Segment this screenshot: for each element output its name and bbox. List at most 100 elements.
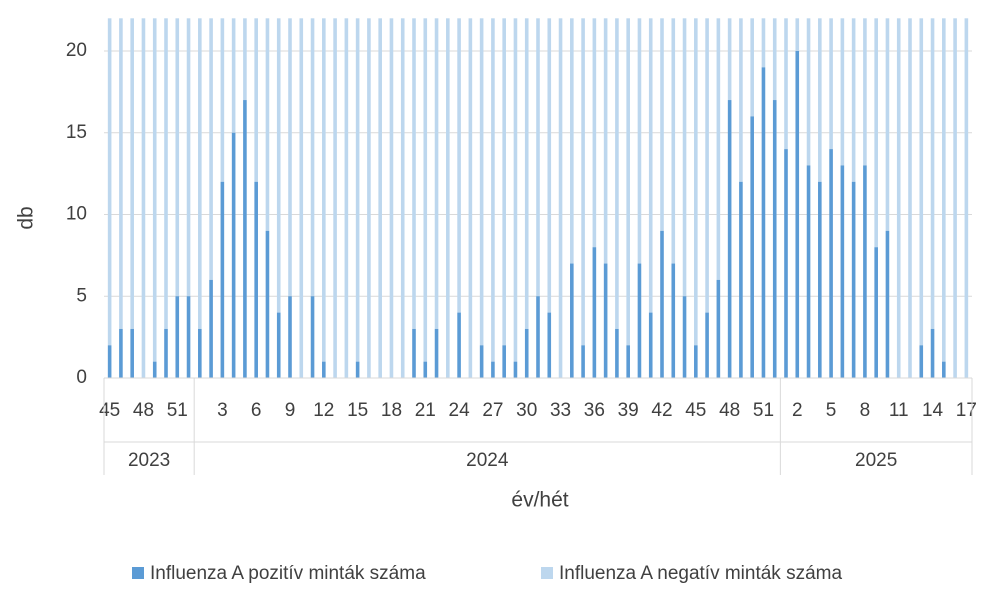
- bar-negative: [423, 18, 428, 362]
- bar-positive: [784, 149, 788, 378]
- bar-positive: [727, 100, 732, 379]
- x-tick-label: 27: [482, 400, 503, 421]
- bar-negative: [570, 18, 574, 264]
- bar-negative: [942, 18, 946, 362]
- bar-negative: [547, 18, 552, 313]
- bar-negative: [152, 18, 157, 362]
- bar-positive: [479, 345, 484, 378]
- bar-positive: [288, 296, 292, 378]
- bar-negative: [750, 18, 754, 117]
- bar-positive: [434, 328, 439, 378]
- bar-negative: [829, 18, 833, 150]
- bar-negative: [615, 18, 619, 329]
- bar-negative: [209, 18, 213, 280]
- bar-positive: [795, 51, 800, 378]
- bar-positive: [592, 247, 597, 378]
- legend: Influenza A pozitív minták száma Influen…: [132, 563, 842, 584]
- bar-negative: [818, 18, 822, 182]
- bar-positive: [276, 312, 281, 378]
- bar-positive: [739, 181, 743, 378]
- bar-negative: [322, 18, 326, 362]
- bar-positive: [243, 100, 247, 379]
- positive-series-bars: [107, 51, 946, 379]
- bar-positive: [648, 312, 653, 378]
- bar-negative: [558, 18, 563, 379]
- bar-negative: [333, 18, 337, 379]
- bar-positive: [660, 230, 664, 378]
- bar-negative: [524, 18, 529, 329]
- bar-positive: [637, 263, 642, 378]
- bar-positive: [547, 312, 552, 378]
- bar-negative: [863, 18, 867, 166]
- bar-positive: [524, 328, 529, 378]
- x-tick-label: 5: [826, 400, 837, 421]
- legend-swatch-negative: [541, 567, 553, 579]
- bar-negative: [727, 18, 732, 101]
- y-tick-label: 10: [66, 204, 87, 225]
- bar-negative: [141, 18, 146, 379]
- bar-positive: [603, 263, 608, 378]
- bar-negative: [592, 18, 597, 248]
- bar-negative: [175, 18, 180, 297]
- x-tick-label: 30: [516, 400, 537, 421]
- bar-negative: [874, 18, 878, 248]
- x-tick-label: 18: [381, 400, 402, 421]
- bar-negative: [502, 18, 506, 346]
- x-tick-label: 8: [860, 400, 871, 421]
- bar-positive: [818, 181, 822, 378]
- year-label: 2025: [855, 450, 897, 471]
- x-axis: 45 48 51 3 6 9 12 15 18 21 24 27 30 33 36 39 42 45 48 51 2 5 8…: [99, 377, 977, 475]
- bar-negative: [581, 18, 585, 346]
- bar-positive: [615, 328, 619, 378]
- y-axis-tick-labels: 0 5 10 15 20: [66, 40, 87, 388]
- bar-positive: [310, 296, 315, 378]
- bar-positive: [513, 361, 518, 378]
- bar-negative: [761, 18, 766, 68]
- bar-positive: [851, 181, 856, 378]
- bar-positive: [220, 181, 225, 378]
- bar-negative: [648, 18, 653, 313]
- bar-negative: [468, 18, 473, 379]
- bar-positive: [198, 328, 202, 378]
- bar-negative: [716, 18, 721, 280]
- bar-negative: [446, 18, 450, 379]
- bar-positive: [491, 361, 495, 378]
- bar-positive: [119, 328, 123, 378]
- bar-positive: [885, 230, 890, 378]
- bar-negative: [231, 18, 236, 133]
- bar-negative: [299, 18, 304, 379]
- bar-positive: [152, 361, 157, 378]
- bar-positive: [829, 149, 833, 378]
- bar-positive: [164, 328, 168, 378]
- bar-negative: [265, 18, 270, 231]
- x-tick-label: 21: [415, 400, 436, 421]
- bar-negative: [254, 18, 258, 182]
- bar-positive: [355, 361, 360, 378]
- bar-negative: [851, 18, 856, 182]
- bar-negative: [694, 18, 698, 346]
- y-tick-label: 5: [76, 285, 87, 306]
- x-tick-label: 11: [889, 400, 909, 421]
- x-tick-label: 51: [167, 400, 188, 421]
- bar-positive: [130, 328, 134, 378]
- bar-positive: [942, 361, 946, 378]
- x-tick-label: 15: [347, 400, 368, 421]
- bar-negative: [682, 18, 687, 297]
- bar-positive: [457, 312, 461, 378]
- y-axis-title: db: [15, 206, 38, 229]
- bar-negative: [930, 18, 935, 329]
- bar-positive: [671, 263, 676, 378]
- bar-negative: [457, 18, 461, 313]
- bar-negative: [964, 18, 969, 379]
- bar-negative: [367, 18, 371, 379]
- bar-positive: [874, 247, 878, 378]
- bar-negative: [885, 18, 890, 231]
- bar-negative: [130, 18, 134, 329]
- bar-negative: [536, 18, 540, 297]
- bar-negative: [626, 18, 630, 346]
- x-tick-label: 48: [133, 400, 154, 421]
- bar-negative: [198, 18, 202, 329]
- bar-negative: [637, 18, 642, 264]
- bar-negative: [243, 18, 247, 101]
- bar-negative: [806, 18, 811, 166]
